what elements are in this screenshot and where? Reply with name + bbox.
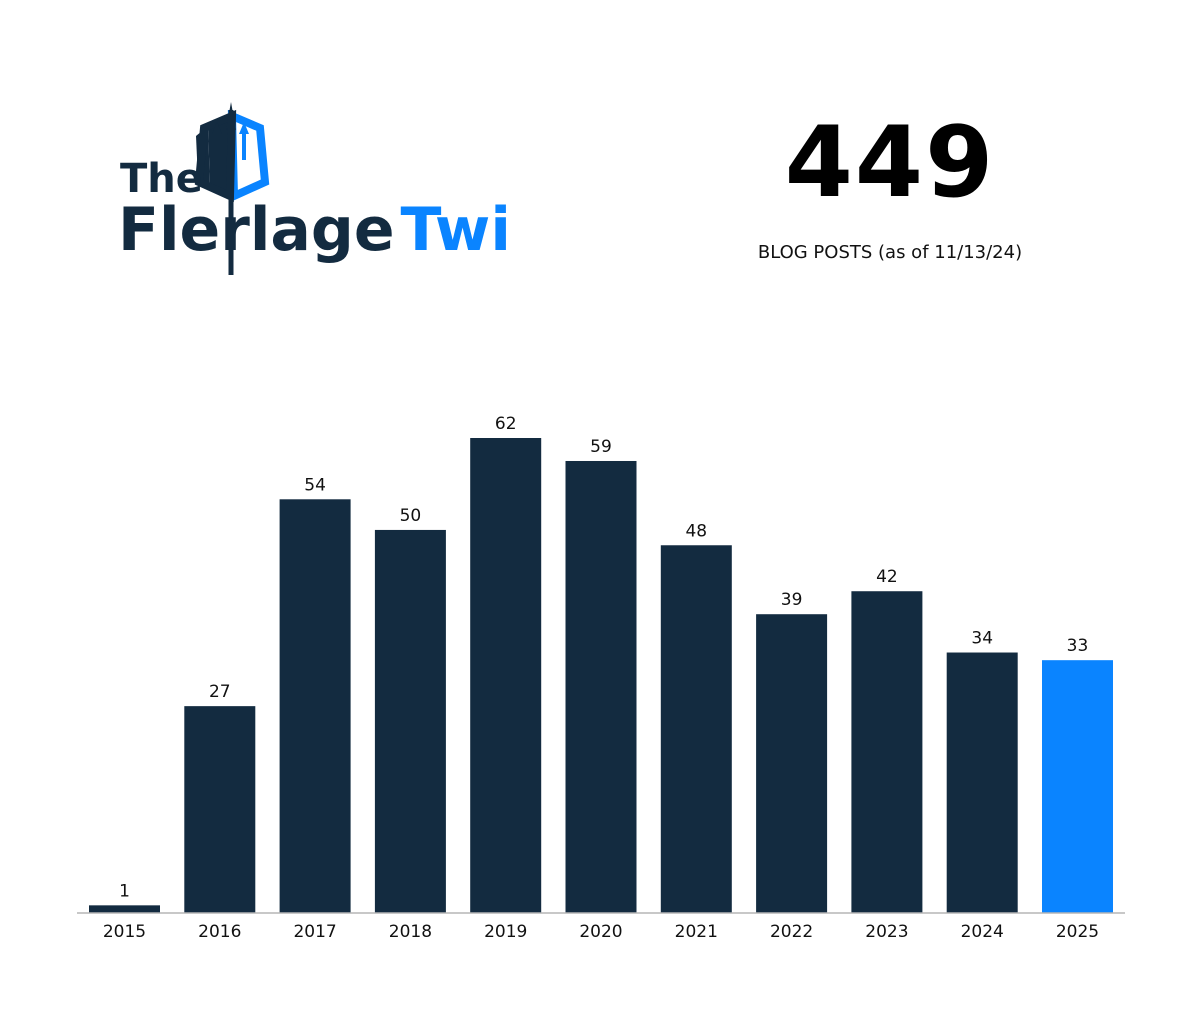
x-tick-2020: 2020: [579, 922, 622, 942]
bar-2018: [374, 529, 446, 913]
bar-2021: [660, 545, 732, 913]
total-posts-caption: BLOG POSTS (as of 11/13/24): [757, 242, 1023, 263]
data-label-2022: 39: [781, 590, 803, 610]
x-tick-2021: 2021: [675, 922, 718, 942]
data-label-2023: 42: [876, 567, 898, 587]
data-label-2021: 48: [685, 521, 707, 541]
data-label-2025: 33: [1067, 636, 1089, 656]
bar-2020: [565, 460, 637, 913]
bar-2019: [470, 438, 542, 913]
bar-2015: [89, 905, 160, 913]
logo-the: The: [120, 156, 203, 202]
logo-emblem: [194, 102, 270, 275]
data-label-2024: 34: [971, 629, 993, 649]
data-label-2019: 62: [495, 414, 517, 434]
logo-word-part1: Flerlage: [118, 195, 395, 265]
data-label-2020: 59: [590, 437, 612, 457]
flerlage-twins-logo: The FlerlageTwins: [118, 102, 510, 275]
x-tick-2019: 2019: [484, 922, 527, 942]
bars-group: 1 27 54 50 62 59 48 39 42 34 33: [89, 414, 1113, 913]
x-tick-2015: 2015: [103, 922, 146, 942]
x-tick-2025: 2025: [1056, 922, 1099, 942]
logo-wordmark: FlerlageTwins: [118, 195, 510, 265]
bar-2016: [184, 706, 256, 913]
total-posts-value: 449: [784, 106, 996, 220]
bar-2025: [1042, 660, 1113, 913]
x-tick-2018: 2018: [389, 922, 432, 942]
x-tick-2016: 2016: [198, 922, 241, 942]
data-label-2017: 54: [304, 475, 326, 495]
data-label-2016: 27: [209, 682, 231, 702]
x-tick-2022: 2022: [770, 922, 813, 942]
x-tick-2017: 2017: [293, 922, 336, 942]
data-label-2018: 50: [400, 506, 422, 526]
bar-2023: [851, 591, 923, 913]
x-axis-ticks: 2015 2016 2017 2018 2019 2020 2021 2022 2023 2024…: [103, 922, 1099, 942]
data-label-2015: 1: [119, 881, 130, 901]
bar-2017: [279, 499, 351, 913]
x-tick-2023: 2023: [865, 922, 908, 942]
logo-word-part2: Twins: [401, 195, 510, 265]
x-tick-2024: 2024: [961, 922, 1004, 942]
bar-2022: [756, 614, 828, 913]
bar-2024: [946, 652, 1018, 913]
